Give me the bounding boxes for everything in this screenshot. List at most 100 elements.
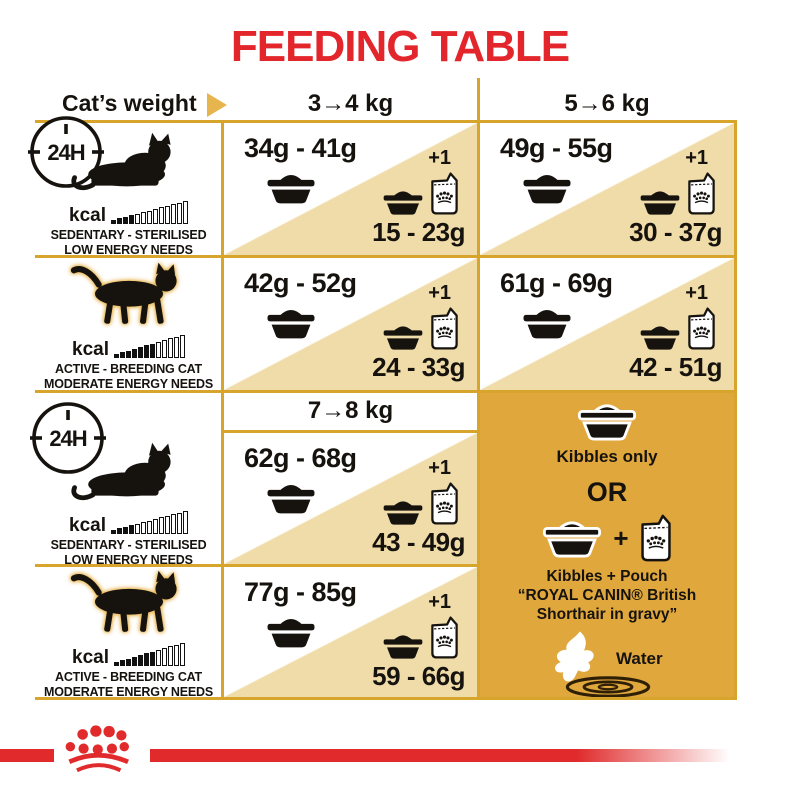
bowl-icon (378, 632, 428, 660)
24h-clock-icon: 24H (28, 114, 104, 190)
pouch-icon (428, 306, 461, 351)
energy-bars-icon (110, 511, 188, 534)
mixed-feeding-product-line2: Shorthair in gravy” (536, 606, 678, 623)
profile-sedentary: kcal SEDENTARY - STERILISED LOW ENERGY N… (35, 130, 222, 258)
grid-line (35, 390, 737, 393)
pouch-icon (685, 306, 718, 351)
plus-one-pouch-label: +1 (428, 457, 451, 479)
kibbles-amount: 62g - 68g (244, 443, 357, 473)
kibbles-amount: 49g - 55g (500, 133, 613, 163)
royal-canin-crown-icon (55, 724, 150, 776)
red-divider-bar (150, 749, 742, 762)
pouch-icon (428, 171, 461, 216)
mixed-amount: 30 - 37g (629, 217, 722, 247)
bowl-icon (516, 171, 578, 205)
profile-line1: ACTIVE - BREEDING CAT (55, 670, 202, 684)
column-header-3-4kg: 3→4 kg (307, 90, 394, 117)
profile-sedentary: kcal SEDENTARY - STERILISED LOW ENERGY N… (35, 440, 222, 568)
feeding-options-panel: Kibbles only OR + Kibbles + Pouch “ROYAL… (480, 393, 734, 697)
plus-sign: + (613, 522, 629, 553)
right-arrow-icon (207, 93, 227, 117)
pouch-icon (428, 481, 461, 526)
lying-cat-icon (63, 132, 195, 196)
bowl-icon (260, 171, 322, 205)
bowl-icon (635, 188, 685, 216)
energy-bars-icon (110, 201, 188, 224)
walking-cat-icon (58, 262, 200, 330)
plus-one-pouch-label: +1 (428, 591, 451, 613)
water-label: Water (616, 649, 663, 668)
kibbles-amount: 77g - 85g (244, 577, 357, 607)
bowl-and-pouch-icon (378, 481, 461, 526)
plus-one-pouch-label: +1 (685, 147, 708, 169)
kcal-label: kcal (72, 338, 109, 360)
energy-bars-icon (113, 335, 185, 358)
water-ripples-icon (560, 675, 656, 699)
mixed-amount: 59 - 66g (372, 661, 465, 691)
grid-line (35, 697, 737, 700)
pouch-icon (637, 513, 675, 563)
profile-line2: MODERATE ENERGY NEEDS (44, 376, 213, 391)
profile-line2: LOW ENERGY NEEDS (64, 242, 193, 257)
24h-clock-icon: 24H (30, 400, 106, 476)
grid-line (35, 120, 737, 123)
mixed-amount: 24 - 33g (372, 352, 465, 382)
page-title: FEEDING TABLE (230, 22, 570, 71)
cats-weight-label: Cat’s weight (62, 90, 197, 116)
profile-active: kcal ACTIVE - BREEDING CAT MODERATE ENER… (35, 572, 222, 700)
kcal-label: kcal (72, 646, 109, 668)
plus-one-pouch-label: +1 (428, 147, 451, 169)
bowl-plus-pouch-icons: + (480, 513, 734, 563)
kibbles-amount: 42g - 52g (244, 268, 357, 298)
mixed-amount: 43 - 49g (372, 527, 465, 557)
mixed-feeding-product-line1: “ROYAL CANIN® British (517, 587, 697, 604)
24h-label: 24H (49, 426, 87, 451)
grid-line (734, 120, 737, 700)
bowl-icon (378, 498, 428, 526)
lying-cat-icon (63, 442, 195, 506)
cell-active-5-6kg: 61g - 69g +1 42 - 51g (480, 258, 734, 390)
profile-line2: MODERATE ENERGY NEEDS (44, 684, 213, 699)
column-header-5-6kg: 5→6 kg (564, 90, 650, 117)
bowl-and-pouch-icon (378, 171, 461, 216)
cell-sedentary-7-8kg: 62g - 68g +1 43 - 49g (224, 433, 477, 564)
bowl-icon (574, 401, 640, 441)
kibbles-amount: 61g - 69g (500, 268, 613, 298)
bowl-and-pouch-icon (635, 306, 718, 351)
cell-active-3-4kg: 42g - 52g +1 24 - 33g (224, 258, 477, 390)
kcal-label: kcal (69, 514, 106, 536)
grid-line (221, 120, 224, 700)
bowl-icon (260, 306, 322, 340)
bowl-icon (378, 323, 428, 351)
or-label: OR (586, 477, 628, 507)
bowl-and-pouch-icon (378, 306, 461, 351)
grid-line (477, 78, 480, 700)
cell-sedentary-5-6kg: 49g - 55g +1 30 - 37g (480, 123, 734, 255)
kibbles-only-label: Kibbles only (556, 447, 658, 466)
bowl-icon (260, 615, 322, 649)
grid-line (35, 564, 478, 567)
plus-one-pouch-label: +1 (428, 282, 451, 304)
cell-active-7-8kg: 77g - 85g +1 59 - 66g (224, 567, 477, 697)
bowl-icon (539, 518, 605, 558)
profile-line2: LOW ENERGY NEEDS (64, 552, 193, 567)
24h-label: 24H (47, 140, 85, 165)
mixed-amount: 15 - 23g (372, 217, 465, 247)
bowl-icon (635, 323, 685, 351)
profile-line1: SEDENTARY - STERILISED (50, 228, 207, 242)
grid-line (35, 255, 737, 258)
kcal-label: kcal (69, 204, 106, 226)
bowl-icon (260, 481, 322, 515)
kibbles-amount: 34g - 41g (244, 133, 357, 163)
walking-cat-icon (58, 570, 200, 638)
bowl-and-pouch-icon (635, 171, 718, 216)
bowl-icon (516, 306, 578, 340)
pouch-icon (685, 171, 718, 216)
mixed-feeding-label: Kibbles + Pouch (546, 568, 668, 585)
profile-line1: ACTIVE - BREEDING CAT (55, 362, 202, 376)
bowl-and-pouch-icon (378, 615, 461, 660)
red-divider-bar (0, 749, 54, 762)
bowl-icon (378, 188, 428, 216)
cell-sedentary-3-4kg: 34g - 41g +1 15 - 23g (224, 123, 477, 255)
